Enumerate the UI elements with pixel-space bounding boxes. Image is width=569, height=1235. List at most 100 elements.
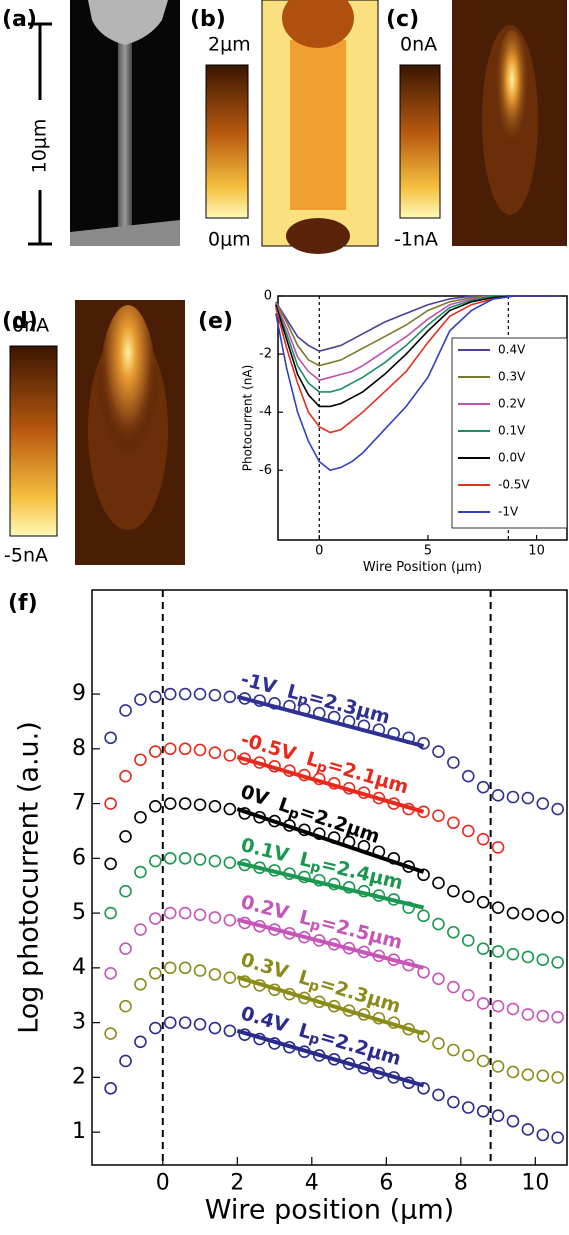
data-point [506, 790, 520, 804]
data-point [476, 942, 490, 955]
fit-annotation: 0.1V Lp=2.4μm [238, 834, 405, 897]
x-axis-label: Wire position (μm) [205, 1195, 454, 1226]
legend-box [451, 337, 568, 529]
data-point [163, 687, 177, 701]
data-point [417, 1082, 430, 1095]
data-point [476, 780, 490, 794]
fit-symbol: L [298, 848, 315, 872]
y-tick-label: 3 [72, 1010, 86, 1035]
panel-label: (f) [8, 591, 38, 616]
x-tick-label: 5 [424, 544, 432, 559]
data-point [163, 797, 177, 810]
data-point [432, 1088, 445, 1102]
legend-label: -0.5V [498, 478, 530, 492]
fit-symbol: L [296, 1019, 314, 1044]
plot-frame [91, 589, 568, 1166]
sem-substrate [70, 220, 180, 246]
data-point [521, 1068, 535, 1081]
data-point [208, 1021, 222, 1035]
data-point [149, 690, 162, 704]
fit-symbol: L [297, 906, 314, 930]
data-point [551, 911, 564, 924]
colorbar-label: -1nA [394, 229, 438, 251]
y-tick-label: 2 [72, 1064, 86, 1089]
data-point [208, 800, 222, 813]
fit-symbol: L [285, 680, 302, 704]
data-point [432, 917, 445, 931]
data-point [134, 923, 147, 936]
data-point [178, 1016, 192, 1029]
data-point [149, 1021, 162, 1035]
fit-subscript: p [315, 759, 329, 777]
data-point [506, 1114, 520, 1128]
data-point [119, 830, 132, 843]
legend-label: 0.2V [498, 397, 526, 411]
panel-d: (d) 0nA -5nA [2, 300, 185, 567]
data-line [275, 295, 559, 393]
data-point [521, 791, 535, 805]
scale-bar-gap [33, 100, 47, 190]
fit-symbol: L [304, 747, 322, 772]
data-point [119, 942, 132, 955]
data-point [447, 1095, 460, 1109]
panel-b: (b) 2μm 0μm [190, 0, 379, 254]
data-point [432, 745, 445, 758]
data-point [134, 865, 147, 879]
data-point [491, 999, 505, 1013]
data-point [149, 800, 162, 813]
data-point [104, 731, 117, 745]
data-point [149, 854, 162, 868]
scale-label: 10μm [29, 119, 51, 174]
data-line [275, 295, 559, 472]
data-point [447, 980, 460, 994]
map-wire [290, 40, 346, 210]
data-point [506, 1065, 520, 1079]
data-point [521, 1123, 535, 1136]
data-point [491, 841, 505, 854]
data-line [275, 295, 559, 408]
data-point [447, 816, 460, 830]
data-point [178, 906, 192, 920]
data-point [432, 876, 445, 890]
data-point [447, 925, 460, 939]
panel-a: (a) 10μm [2, 0, 180, 246]
data-point [447, 756, 460, 769]
data-point [104, 906, 117, 920]
data-point [461, 824, 475, 838]
colorbar-label: 2μm [208, 34, 251, 56]
data-point [432, 972, 445, 986]
colorbar [205, 64, 249, 219]
y-tick-label: 8 [72, 736, 86, 761]
data-point [193, 798, 207, 811]
data-point [149, 745, 162, 758]
data-point [536, 1069, 550, 1083]
x-tick-label: 0 [315, 544, 323, 559]
data-point [476, 1054, 490, 1068]
y-tick-label: 5 [72, 900, 86, 925]
y-axis-label: Log photocurrent (a.u.) [14, 721, 45, 1034]
fit-line [236, 1028, 425, 1088]
data-point [208, 968, 222, 981]
panel-label: (b) [190, 7, 226, 32]
fit-subscript: p [286, 805, 301, 823]
map-spot [494, 30, 530, 170]
data-point [163, 852, 177, 865]
data-point [163, 906, 177, 920]
data-point [536, 909, 550, 923]
fit-line [236, 755, 425, 814]
chart-line: (e) 0 -2 -4 -6 0 5 10 Wire Position (μm) Photocur… [198, 289, 568, 575]
data-point [461, 934, 475, 947]
data-point [551, 802, 564, 816]
data-point [521, 950, 535, 964]
fit-value: =2.3μm [306, 686, 392, 729]
y-tick-label: 9 [72, 681, 86, 706]
data-point [491, 945, 505, 958]
map-contact [286, 218, 350, 254]
y-axis-label: Photocurrent (nA) [241, 365, 255, 472]
data-point [461, 1101, 475, 1114]
data-point [461, 988, 475, 1002]
data-point [208, 746, 222, 759]
data-point [178, 852, 192, 865]
data-point [223, 1024, 237, 1038]
fit-line [236, 694, 425, 749]
